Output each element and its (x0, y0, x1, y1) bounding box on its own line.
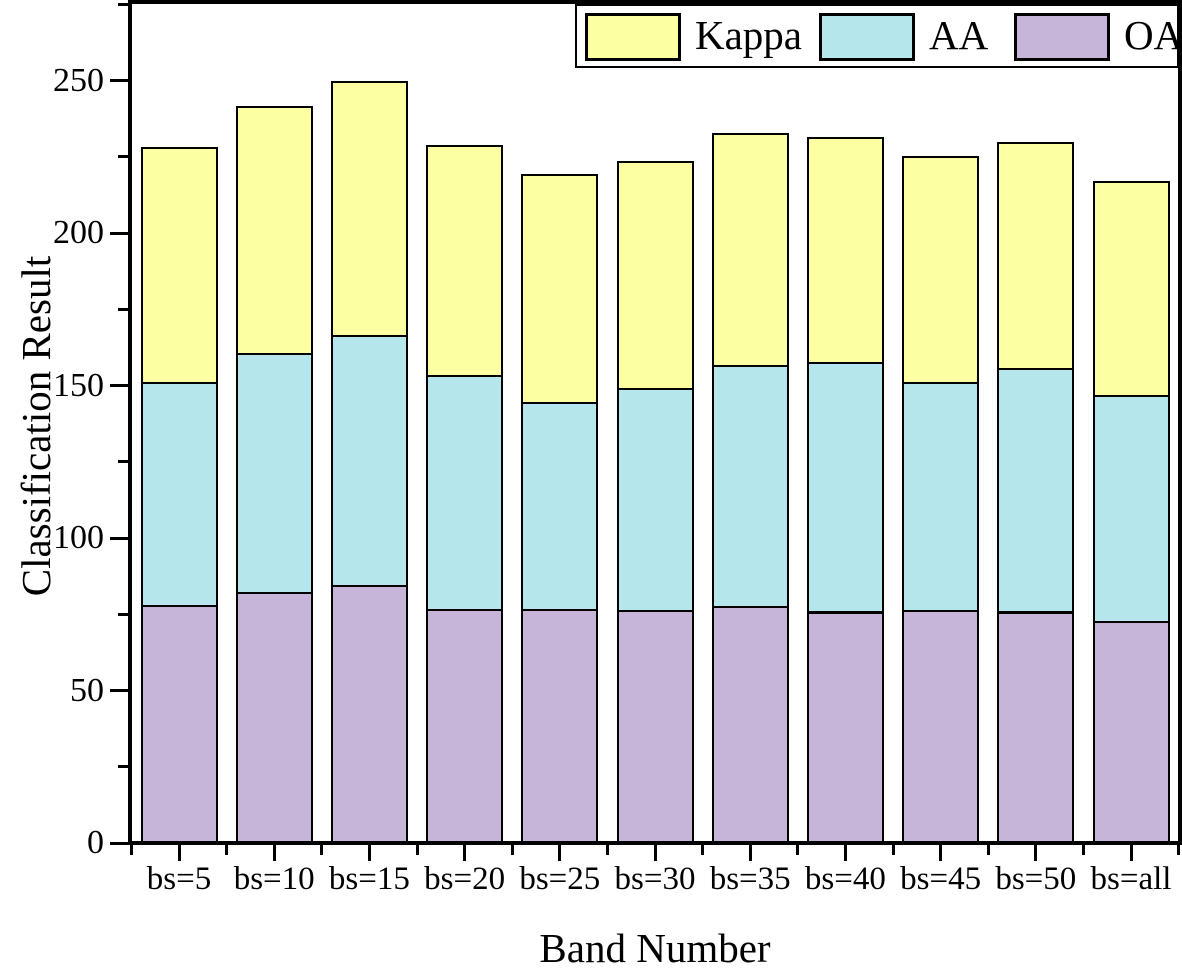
y-tick-label: 50 (70, 671, 104, 709)
y-tick-minor (118, 765, 128, 769)
x-tick-major (748, 845, 752, 861)
x-tick-minor (510, 845, 514, 855)
y-axis-title: Classification Result (13, 255, 59, 597)
x-category-label: bs=35 (709, 861, 791, 897)
y-tick-major (110, 841, 128, 845)
x-tick-minor (701, 845, 705, 855)
x-category-label: bs=25 (519, 861, 601, 897)
bar-segment-oa (521, 609, 599, 843)
y-tick-label: 0 (87, 824, 104, 861)
legend-label-kappa: Kappa (695, 12, 803, 58)
x-category-label: bs=50 (995, 861, 1077, 897)
bar-segment-aa (902, 381, 980, 612)
x-tick-minor (605, 845, 609, 855)
legend-item-aa: AA (819, 6, 999, 66)
bar-segment-aa (997, 368, 1075, 614)
x-category-label: bs=40 (804, 861, 886, 897)
bar-segment-kappa (711, 132, 789, 368)
x-tick-major (272, 845, 276, 861)
x-tick-major (367, 845, 371, 861)
x-category-label: bs=10 (233, 861, 315, 897)
y-tick-major (110, 231, 128, 235)
bar-segment-oa (711, 606, 789, 843)
x-category-label: bs=15 (328, 861, 410, 897)
bar-segment-kappa (616, 161, 694, 391)
bar-segment-oa (235, 592, 313, 843)
x-tick-minor (891, 845, 895, 855)
y-tick-major (110, 536, 128, 540)
y-tick-label: 150 (53, 366, 104, 404)
bar-segment-oa (806, 611, 884, 843)
y-tick-minor (118, 460, 128, 464)
y-tick-minor (118, 155, 128, 159)
bar-segment-oa (1092, 621, 1170, 843)
x-tick-minor (129, 845, 133, 855)
bar-segment-aa (330, 335, 408, 587)
x-tick-major (463, 845, 467, 861)
x-category-label: bs=all (1090, 861, 1172, 897)
bar-segment-kappa (235, 105, 313, 355)
bar-segment-aa (140, 382, 218, 607)
legend-item-oa: OA (1014, 6, 1182, 66)
x-category-label: bs=45 (900, 861, 982, 897)
x-tick-minor (225, 845, 229, 855)
bar-segment-kappa (806, 136, 884, 364)
x-tick-major (177, 845, 181, 861)
y-tick-minor (118, 2, 128, 6)
x-tick-major (653, 845, 657, 861)
x-category-label: bs=5 (146, 861, 212, 897)
bar-segment-kappa (426, 145, 504, 377)
bar-segment-oa (902, 609, 980, 843)
bar-segment-kappa (1092, 181, 1170, 398)
x-tick-major (843, 845, 847, 861)
y-tick-minor (118, 307, 128, 311)
bar-segment-kappa (140, 147, 218, 385)
legend-label-aa: AA (929, 12, 989, 58)
bar-segment-kappa (997, 142, 1075, 371)
bar-segment-aa (521, 401, 599, 612)
legend: Kappa AA OA (575, 4, 1182, 68)
y-tick-major (110, 689, 128, 692)
x-tick-minor (1081, 845, 1085, 855)
bar-segment-aa (711, 365, 789, 609)
x-category-label: bs=20 (424, 861, 506, 897)
bar-segment-oa (140, 604, 218, 843)
bar-segment-aa (1092, 395, 1170, 624)
legend-label-oa: OA (1124, 12, 1182, 58)
legend-swatch-kappa (585, 13, 681, 61)
y-tick-major (110, 79, 128, 82)
x-category-label: bs=30 (614, 861, 696, 897)
legend-swatch-aa (819, 13, 915, 61)
bar-segment-aa (806, 362, 884, 614)
y-tick-label: 100 (53, 519, 104, 556)
bar-segment-kappa (521, 173, 599, 404)
legend-item-kappa: Kappa (585, 6, 810, 66)
y-tick-major (110, 384, 128, 387)
bar-segment-aa (235, 352, 313, 595)
bar-segment-oa (330, 584, 408, 843)
bar-segment-oa (616, 609, 694, 843)
x-tick-major (1129, 845, 1133, 861)
y-tick-label: 200 (53, 214, 104, 251)
bar-segment-oa (426, 608, 504, 843)
bar-segment-aa (616, 388, 694, 612)
y-tick-label: 250 (53, 61, 104, 99)
x-tick-major (1034, 845, 1038, 861)
bar-segment-kappa (330, 81, 408, 338)
x-axis-title: Band Number (539, 925, 771, 971)
x-tick-major (939, 845, 943, 861)
x-tick-minor (415, 845, 419, 855)
x-tick-minor (986, 845, 990, 855)
x-tick-major (558, 845, 562, 861)
bar-segment-kappa (902, 156, 980, 384)
y-tick-minor (118, 612, 128, 616)
x-tick-minor (320, 845, 324, 855)
bar-segment-oa (997, 611, 1075, 843)
legend-swatch-oa (1014, 13, 1110, 61)
x-tick-minor (796, 845, 800, 855)
x-tick-minor (1177, 845, 1181, 855)
bar-segment-aa (426, 374, 504, 611)
